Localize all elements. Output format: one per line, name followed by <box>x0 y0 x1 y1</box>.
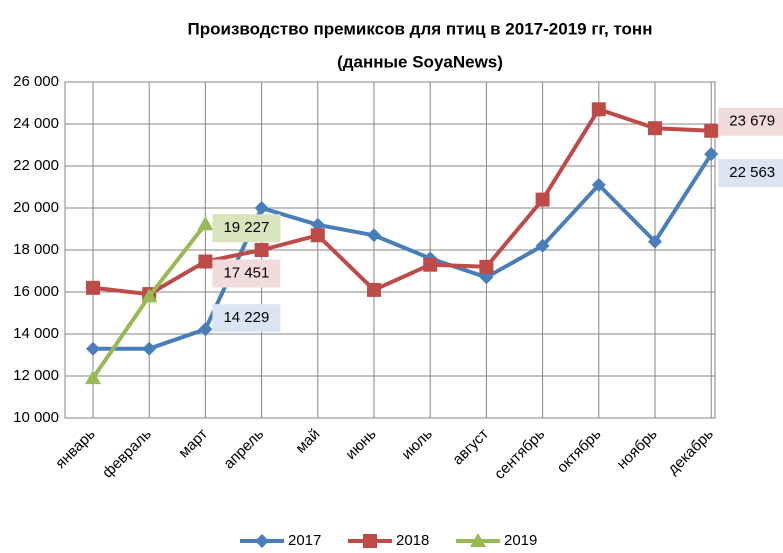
x-tick-label: июль <box>398 425 436 463</box>
marker <box>367 282 381 297</box>
value-label: 23 679 <box>729 113 775 130</box>
marker <box>363 534 377 548</box>
marker <box>704 123 719 138</box>
value-label-box <box>718 107 783 136</box>
y-tick-label: 22 000 <box>13 157 59 174</box>
value-label: 19 227 <box>223 219 269 236</box>
marker <box>197 216 214 231</box>
value-label: 14 229 <box>223 309 269 326</box>
x-tick-label: декабрь <box>664 425 717 478</box>
chart-title: Производство премиксов для птиц в 2017-2… <box>188 19 653 38</box>
chart-subtitle: (данные SoyaNews) <box>337 52 503 71</box>
marker <box>141 288 158 303</box>
marker <box>310 228 325 243</box>
marker <box>198 322 213 337</box>
marker <box>86 280 100 295</box>
x-tick-label: апрель <box>220 425 267 472</box>
marker <box>648 234 662 249</box>
x-tick-label: сентябрь <box>491 425 548 482</box>
value-label-box <box>212 259 281 288</box>
value-label-box <box>212 214 281 243</box>
value-label: 22 563 <box>729 164 775 181</box>
x-tick-label: март <box>175 426 211 462</box>
marker <box>142 341 157 356</box>
value-label-box <box>718 159 783 188</box>
y-tick-label: 24 000 <box>13 115 59 132</box>
y-tick-label: 12 000 <box>13 367 59 384</box>
legend-label: 2018 <box>396 532 429 549</box>
x-tick-label: февраль <box>99 425 155 481</box>
marker <box>254 201 269 215</box>
legend-label: 2019 <box>504 532 537 549</box>
y-tick-label: 20 000 <box>13 199 59 216</box>
plot-border <box>64 81 716 419</box>
marker <box>479 259 494 274</box>
x-tick-label: январь <box>52 425 99 472</box>
marker <box>423 257 438 272</box>
y-tick-label: 18 000 <box>13 241 59 258</box>
marker <box>367 228 381 243</box>
marker <box>591 102 606 117</box>
y-tick-label: 14 000 <box>13 325 59 342</box>
marker <box>535 238 550 253</box>
x-tick-label: июнь <box>342 425 379 462</box>
marker <box>704 147 719 162</box>
marker <box>255 534 269 548</box>
value-label: 17 451 <box>223 264 269 281</box>
x-tick-label: ноябрь <box>614 425 661 472</box>
y-tick-label: 26 000 <box>13 73 59 90</box>
marker <box>535 192 550 207</box>
series-line <box>92 107 712 297</box>
marker <box>85 370 101 385</box>
legend: 2017 2018 2019 <box>240 532 537 549</box>
x-tick-label: май <box>292 426 323 457</box>
marker <box>86 341 100 356</box>
y-tick-label: 10 000 <box>13 409 59 426</box>
x-tick-label: октябрь <box>554 425 605 476</box>
marker <box>470 533 486 547</box>
marker <box>198 254 213 269</box>
marker <box>591 177 606 192</box>
marker <box>254 243 269 257</box>
x-tick-label: август <box>449 426 492 469</box>
value-label-box <box>212 304 281 333</box>
series-line <box>93 153 713 351</box>
legend-label: 2017 <box>288 532 321 549</box>
marker <box>648 121 662 136</box>
y-tick-label: 16 000 <box>13 283 59 300</box>
